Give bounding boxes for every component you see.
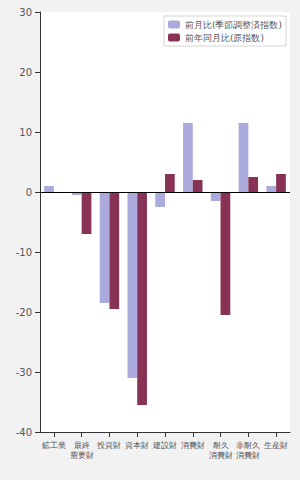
- svg-text:-10: -10: [16, 247, 32, 258]
- svg-text:鉱工業: 鉱工業: [42, 441, 66, 450]
- svg-text:耐久: 耐久: [213, 441, 229, 450]
- svg-text:非耐久: 非耐久: [236, 441, 260, 450]
- svg-text:建設財: 建設財: [152, 441, 177, 450]
- svg-text:最終: 最終: [74, 441, 90, 450]
- svg-text:0: 0: [26, 187, 32, 198]
- svg-text:20: 20: [19, 67, 32, 78]
- svg-text:-40: -40: [16, 427, 32, 438]
- svg-text:消費財: 消費財: [181, 441, 205, 450]
- svg-text:需要財: 需要財: [70, 451, 94, 460]
- svg-text:10: 10: [19, 127, 32, 138]
- svg-text:消費財: 消費財: [236, 451, 260, 460]
- svg-text:前年同月比(原指数): 前年同月比(原指数): [185, 33, 264, 43]
- svg-text:投資財: 投資財: [96, 441, 121, 450]
- svg-text:-30: -30: [16, 367, 32, 378]
- svg-text:-20: -20: [16, 307, 32, 318]
- svg-text:消費財: 消費財: [209, 451, 233, 460]
- svg-text:前月比(季節調整済指数): 前月比(季節調整済指数): [185, 20, 282, 30]
- svg-text:資本財: 資本財: [125, 441, 149, 450]
- svg-text:生産財: 生産財: [264, 441, 288, 450]
- svg-text:30: 30: [19, 7, 32, 18]
